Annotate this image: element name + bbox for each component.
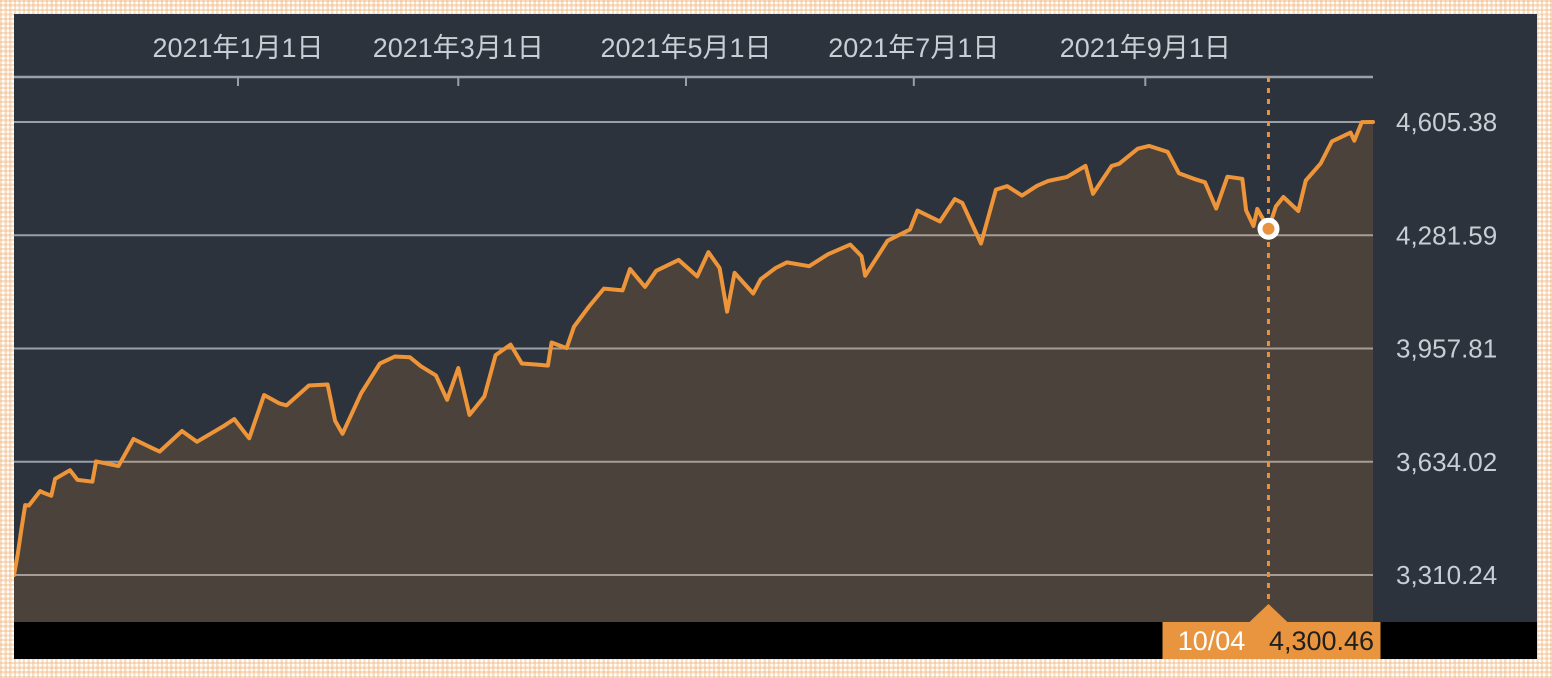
y-axis-labels: 4,605.38 4,281.59 3,957.81 3,634.02 3,310.24 <box>1396 107 1497 590</box>
y-axis-label: 3,310.24 <box>1396 560 1497 590</box>
tooltip-value: 4,300.46 <box>1269 626 1374 656</box>
y-axis-label: 4,281.59 <box>1396 220 1497 250</box>
x-axis-label: 2021年1月1日 <box>152 33 323 63</box>
x-axis-label: 2021年3月1日 <box>373 33 544 63</box>
y-axis-label: 3,634.02 <box>1396 447 1497 477</box>
chart-background <box>14 14 1537 622</box>
area-fill <box>14 122 1373 622</box>
y-axis-label: 3,957.81 <box>1396 334 1497 364</box>
price-line <box>14 120 1375 577</box>
gridlines-group <box>14 121 1373 576</box>
y-axis-label: 4,605.38 <box>1396 107 1497 137</box>
x-axis-label: 2021年7月1日 <box>828 33 999 63</box>
x-axis-label: 2021年9月1日 <box>1060 33 1231 63</box>
tooltip-date: 10/04 <box>1178 626 1246 656</box>
tooltip: 10/04 4,300.46 <box>1162 622 1381 659</box>
price-chart[interactable]: 2021年1月1日 2021年3月1日 2021年5月1日 2021年7月1日 2021… <box>14 14 1537 659</box>
x-axis-label: 2021年5月1日 <box>600 33 771 63</box>
tooltip-pointer <box>1249 604 1288 622</box>
selected-point-marker[interactable] <box>1257 217 1280 240</box>
tooltip-box <box>1162 622 1381 659</box>
x-axis-group: 2021年1月1日 2021年3月1日 2021年5月1日 2021年7月1日 2021… <box>152 33 1231 86</box>
